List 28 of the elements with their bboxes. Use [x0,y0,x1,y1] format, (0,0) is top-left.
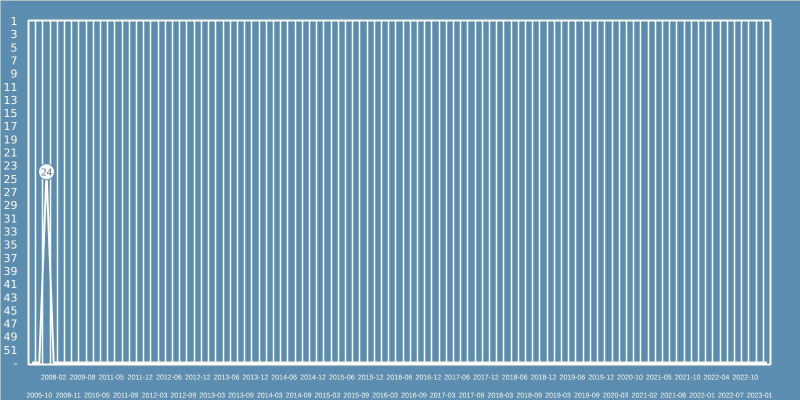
y-tick-label: 17 [4,120,18,134]
y-tick-label: 25 [4,172,18,186]
y-tick-label: 7 [10,54,18,68]
y-tick-label: 31 [4,212,18,226]
y-tick-label: 1 [10,15,18,28]
y-tick-label: 35 [4,238,18,252]
y-tick-label: 13 [4,94,18,107]
y-tick-label: 23 [4,160,18,173]
y-tick-label: 47 [4,318,18,331]
y-tick-label: 5 [10,41,18,54]
y-tick-label: 11 [4,80,18,94]
y-tick-label: 33 [4,225,18,238]
y-tick-label: 43 [4,291,18,304]
data-label: 24 [41,167,53,178]
y-tick-label: 39 [4,264,18,278]
y-tick-label: 9 [10,68,18,81]
y-tick-label: 41 [4,278,18,292]
y-tick-label: 49 [4,330,18,344]
y-tick-label: 37 [4,252,18,265]
y-tick-label: 45 [4,304,18,318]
y-tick-label: 15 [4,107,18,120]
y-tick-label: - [14,357,18,370]
y-tick-label: 21 [4,146,18,160]
y-tick-label: 3 [10,28,18,42]
y-tick-label: 29 [4,199,18,212]
y-tick-label: 51 [4,344,18,357]
y-tick-label: 19 [4,133,18,146]
y-tick-label: 27 [4,186,18,200]
